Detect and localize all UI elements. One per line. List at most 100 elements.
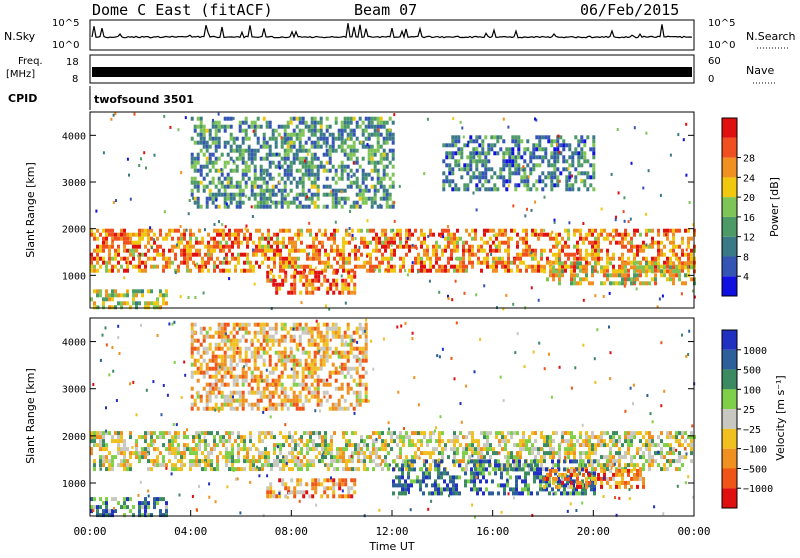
heat-cell-4 — [472, 147, 475, 151]
heat-cell-0 — [261, 431, 264, 435]
heat-cell-3 — [464, 479, 467, 483]
heat-cell-3 — [197, 117, 200, 121]
heat-cell-3 — [410, 483, 413, 487]
heat-cell-3 — [395, 475, 398, 479]
heat-cell-3 — [245, 181, 248, 185]
heat-cell-4 — [248, 323, 251, 327]
heat-cell-0 — [567, 245, 570, 249]
heat-cell-scatter — [508, 184, 510, 187]
heat-cell-0 — [648, 455, 651, 459]
heat-cell-2 — [332, 283, 335, 287]
heat-cell-0 — [540, 265, 543, 269]
heat-cell-4 — [212, 383, 215, 387]
heat-cell-0 — [210, 245, 213, 249]
heat-cell-3 — [230, 149, 233, 153]
heat-cell-0 — [441, 265, 444, 269]
heat-cell-4 — [218, 331, 221, 335]
heat-cell-3 — [242, 149, 245, 153]
heat-cell-0 — [120, 233, 123, 237]
heat-cell-5 — [612, 273, 615, 277]
heat-cell-3 — [314, 205, 317, 209]
heat-cell-5 — [600, 265, 603, 269]
heat-cell-scatter — [345, 302, 347, 305]
heat-cell-0 — [513, 261, 516, 265]
heat-cell-0 — [453, 431, 456, 435]
colorbar-tick-label: 28 — [743, 154, 755, 165]
heat-cell-3 — [290, 149, 293, 153]
heat-cell-0 — [270, 249, 273, 253]
heat-cell-0 — [501, 233, 504, 237]
heat-cell-0 — [123, 439, 126, 443]
nsearch-label: N.Search — [746, 30, 796, 43]
heat-cell-0 — [480, 249, 483, 253]
heat-cell-3 — [311, 165, 314, 169]
heat-cell-3 — [374, 197, 377, 201]
heat-cell-1 — [99, 497, 102, 501]
heat-cell-3 — [416, 479, 419, 483]
heat-cell-0 — [651, 257, 654, 261]
heat-cell-scatter — [223, 257, 225, 260]
heat-cell-0 — [105, 245, 108, 249]
heat-cell-0 — [321, 261, 324, 265]
heat-cell-4 — [203, 387, 206, 391]
heat-cell-0 — [462, 459, 465, 463]
heat-cell-0 — [645, 443, 648, 447]
heat-cell-0 — [171, 447, 174, 451]
heat-cell-4 — [469, 175, 472, 179]
heat-cell-3 — [212, 141, 215, 145]
heat-cell-3 — [515, 479, 518, 483]
heat-cell-4 — [448, 151, 451, 155]
heat-cell-0 — [123, 245, 126, 249]
heat-cell-3 — [206, 165, 209, 169]
heat-cell-3 — [191, 177, 194, 181]
heat-cell-3 — [362, 121, 365, 125]
heat-cell-0 — [597, 257, 600, 261]
heat-cell-0 — [504, 229, 507, 233]
heat-cell-scatter — [308, 252, 310, 255]
heat-cell-scatter — [306, 195, 308, 198]
heat-cell-4 — [245, 339, 248, 343]
heat-cell-4 — [242, 359, 245, 363]
heat-cell-0 — [498, 261, 501, 265]
heat-cell-3 — [320, 117, 323, 121]
heat-cell-3 — [260, 165, 263, 169]
heat-cell-0 — [384, 257, 387, 261]
heat-cell-0 — [288, 431, 291, 435]
heat-cell-3 — [368, 173, 371, 177]
heat-cell-3 — [362, 173, 365, 177]
heat-cell-0 — [93, 431, 96, 435]
heat-cell-scatter — [534, 118, 536, 121]
heat-cell-3 — [254, 165, 257, 169]
heat-cell-5 — [606, 265, 609, 269]
heat-cell-4 — [191, 331, 194, 335]
heat-cell-0 — [246, 241, 249, 245]
heat-cell-0 — [93, 249, 96, 253]
heat-cell-0 — [225, 459, 228, 463]
heat-cell-1 — [150, 289, 153, 293]
colorbar-tick-label: 8 — [743, 252, 749, 263]
heat-cell-0 — [594, 269, 597, 273]
heat-cell-3 — [254, 181, 257, 185]
heat-cell-scatter — [228, 277, 230, 280]
heat-cell-3 — [551, 459, 554, 463]
heat-cell-1 — [159, 305, 162, 309]
heat-cell-4 — [547, 159, 550, 163]
heat-cell-0 — [657, 253, 660, 257]
heat-cell-3 — [275, 141, 278, 145]
heat-cell-4 — [215, 383, 218, 387]
heat-cell-scatter — [113, 114, 115, 117]
heat-cell-4 — [565, 175, 568, 179]
heat-cell-0 — [183, 245, 186, 249]
heat-cell-0 — [690, 257, 693, 261]
heat-cell-3 — [482, 459, 485, 463]
heat-cell-3 — [197, 141, 200, 145]
heat-cell-2 — [347, 494, 350, 498]
heat-cell-0 — [306, 463, 309, 467]
heat-cell-3 — [413, 459, 416, 463]
heat-cell-2 — [329, 283, 332, 287]
heat-cell-0 — [237, 257, 240, 261]
heat-cell-4 — [218, 327, 221, 331]
heat-cell-1 — [129, 509, 132, 513]
heat-cell-3 — [263, 133, 266, 137]
heat-cell-4 — [209, 383, 212, 387]
